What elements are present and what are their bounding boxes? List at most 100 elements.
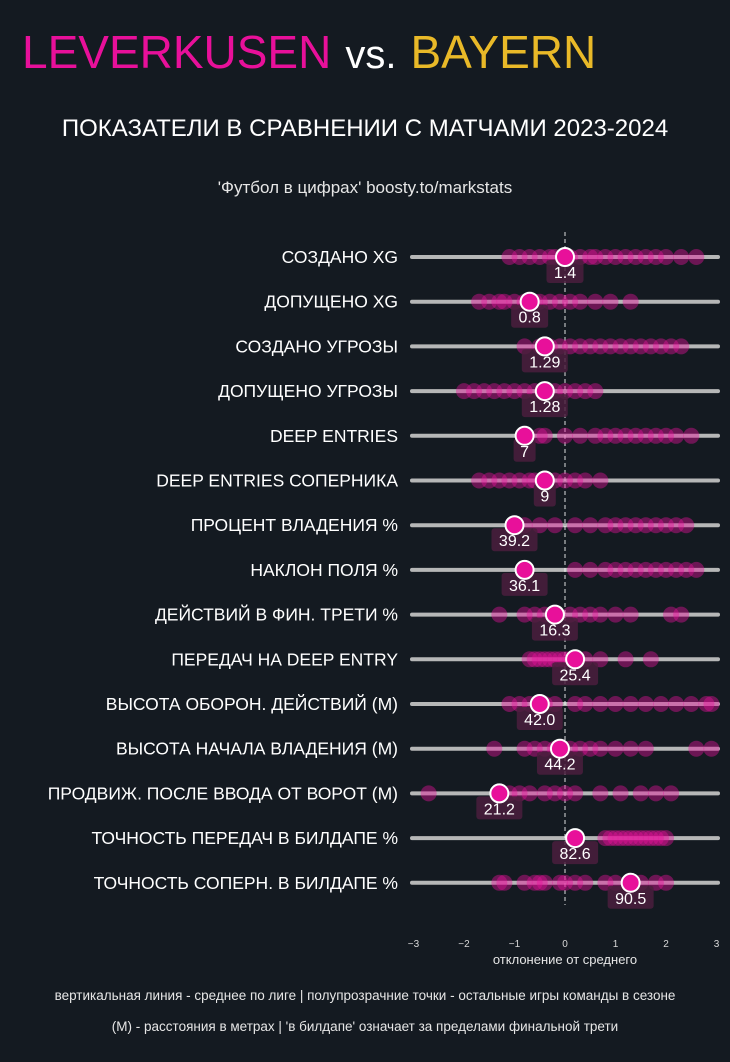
- category-label: НАКЛОН ПОЛЯ %: [250, 560, 398, 580]
- season-match-dot: [658, 830, 674, 847]
- season-match-dot: [607, 517, 624, 534]
- season-match-dot: [567, 517, 584, 534]
- season-match-dot: [602, 830, 619, 847]
- value-label: 1.29: [529, 354, 560, 371]
- season-match-dot: [592, 606, 609, 623]
- value-label-box: [536, 751, 583, 775]
- away-team-name: BAYERN: [410, 26, 597, 78]
- season-match-dot: [466, 383, 483, 400]
- season-match-dot: [637, 561, 654, 578]
- value-label: 44.2: [544, 757, 575, 774]
- season-match-dot: [668, 561, 685, 578]
- season-match-dot: [501, 249, 518, 265]
- season-match-dot: [536, 427, 553, 444]
- season-match-dot: [663, 338, 680, 355]
- season-match-dot: [678, 561, 695, 578]
- value-label-box: [521, 349, 568, 373]
- season-match-dot: [622, 338, 639, 355]
- season-match-dot: [688, 740, 705, 757]
- season-match-dot: [567, 785, 584, 802]
- season-match-dot: [632, 785, 649, 802]
- season-match-dot: [526, 651, 543, 668]
- season-match-dot: [658, 249, 674, 265]
- match-value-dot: [534, 381, 555, 402]
- season-match-dot: [663, 785, 680, 802]
- season-match-dot: [602, 293, 619, 310]
- season-match-dot: [516, 874, 533, 891]
- season-match-dot: [612, 830, 629, 847]
- category-label: СОЗДАНО УГРОЗЫ: [235, 336, 398, 356]
- value-label: 42.0: [524, 712, 555, 729]
- value-label: 25.4: [560, 667, 591, 684]
- category-label: ПЕРЕДАЧ НА DEEP ENTRY: [171, 649, 398, 669]
- season-match-dot: [622, 696, 639, 712]
- value-label: 9: [540, 489, 549, 506]
- season-match-dot: [668, 427, 685, 444]
- season-match-dot: [511, 249, 528, 265]
- season-match-dot: [617, 651, 634, 668]
- season-match-dot: [577, 383, 594, 400]
- season-match-dot: [607, 249, 624, 265]
- season-match-dot: [607, 427, 624, 444]
- value-label-box: [546, 260, 584, 283]
- season-match-dot: [511, 472, 528, 489]
- season-match-dot: [658, 427, 674, 444]
- value-label: 0.8: [519, 310, 541, 327]
- season-match-dot: [557, 785, 573, 802]
- season-match-dot: [506, 383, 523, 400]
- value-label-box: [513, 438, 536, 462]
- season-match-dot: [557, 874, 573, 891]
- season-match-dot: [521, 785, 538, 802]
- season-match-dot: [531, 874, 548, 891]
- season-match-dot: [577, 472, 594, 489]
- season-match-dot: [557, 427, 573, 444]
- season-match-dot: [592, 785, 609, 802]
- value-label-box: [531, 617, 578, 641]
- season-match-dot: [516, 740, 533, 757]
- season-match-dot: [622, 606, 639, 623]
- season-match-dot: [637, 830, 654, 847]
- season-match-dot: [647, 517, 664, 534]
- match-title: LEVERKUSEN vs. BAYERN: [22, 22, 596, 82]
- season-match-dot: [592, 338, 609, 355]
- season-match-dot: [642, 651, 659, 668]
- home-team-name: LEVERKUSEN: [22, 26, 332, 78]
- match-value-dot: [519, 291, 540, 312]
- season-match-dot: [486, 740, 503, 757]
- value-label-box: [516, 707, 563, 730]
- season-match-dot: [481, 293, 498, 310]
- season-match-dot: [617, 249, 634, 265]
- match-value-dot: [489, 783, 510, 804]
- category-label: ВЫСОТА ОБОРОН. ДЕЙСТВИЙ (М): [106, 693, 398, 714]
- season-match-dot: [592, 472, 609, 489]
- season-match-dot: [703, 740, 720, 757]
- season-match-dot: [673, 606, 690, 623]
- season-match-dot: [572, 293, 589, 310]
- value-label-box: [476, 796, 523, 820]
- season-match-dot: [688, 561, 705, 578]
- season-match-dot: [587, 427, 604, 444]
- season-match-dot: [456, 383, 472, 400]
- season-match-dot: [617, 561, 634, 578]
- value-label: 1.4: [554, 265, 576, 282]
- value-label: 7: [520, 444, 529, 461]
- season-match-dot: [627, 517, 644, 534]
- value-label-box: [501, 572, 548, 596]
- season-match-dot: [663, 606, 680, 623]
- category-label: ДЕЙСТВИЙ В ФИН. ТРЕТИ %: [155, 604, 398, 625]
- value-label-box: [552, 841, 599, 865]
- season-match-dot: [647, 427, 664, 444]
- season-match-dot: [582, 740, 599, 757]
- season-match-dot: [622, 293, 639, 310]
- season-match-dot: [587, 249, 604, 265]
- season-match-dot: [607, 830, 624, 847]
- season-match-dot: [567, 472, 584, 489]
- match-value-dot: [565, 828, 586, 849]
- value-label: 90.5: [615, 891, 646, 908]
- season-match-dot: [582, 606, 599, 623]
- category-label: ТОЧНОСТЬ ПЕРЕДАЧ В БИЛДАПЕ %: [92, 828, 399, 848]
- season-match-dot: [627, 830, 644, 847]
- season-match-dot: [491, 472, 508, 489]
- season-match-dot: [536, 785, 553, 802]
- category-label: ПРОЦЕНТ ВЛАДЕНИЯ %: [191, 515, 398, 535]
